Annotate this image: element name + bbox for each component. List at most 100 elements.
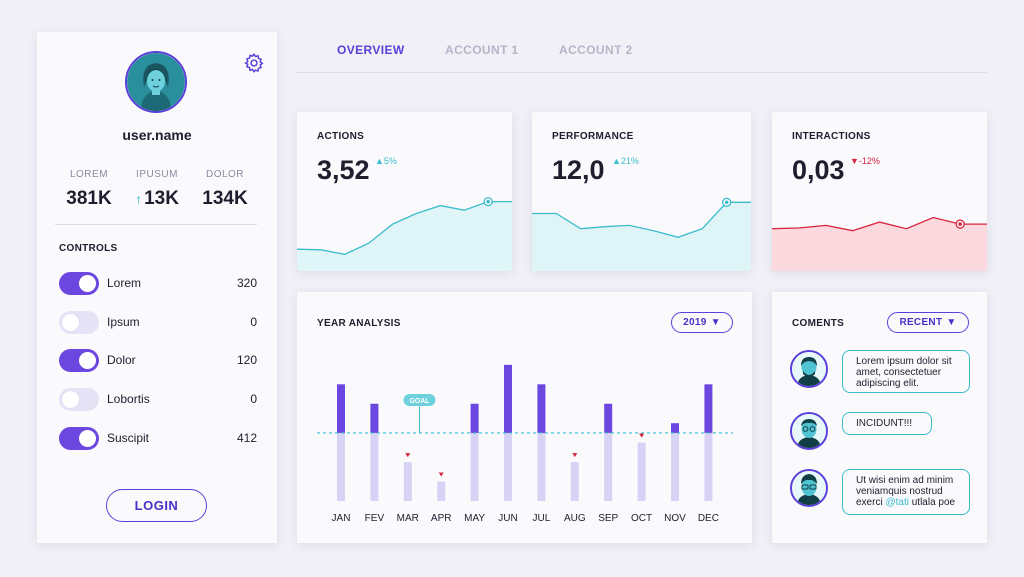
sparkline-area	[532, 202, 751, 271]
comment-bubble: Lorem ipsum dolor sit amet, consectetuer…	[842, 350, 970, 393]
control-row-dolor: Dolor 120	[59, 348, 257, 374]
control-value: 0	[250, 315, 257, 329]
stat-value: 381K	[54, 188, 124, 210]
divider	[55, 224, 257, 225]
bar-base[interactable]	[704, 433, 712, 501]
bar-above-goal[interactable]	[604, 404, 612, 433]
sparkline-marker-dot	[958, 222, 962, 226]
comment-text: utlala poe	[909, 497, 955, 508]
month-tick-label: MAR	[397, 513, 419, 524]
panel-title: COMENTS	[792, 318, 844, 329]
bar-base[interactable]	[671, 433, 679, 501]
control-label: Lorem	[107, 276, 141, 290]
stat-lorem: LOREM 381K	[54, 169, 124, 210]
month-tick-label: OCT	[631, 513, 652, 524]
month-tick-label: DEC	[698, 513, 719, 524]
kpi-card-interactions: INTERACTIONS 0,03 ▼-12%	[772, 112, 987, 271]
below-goal-marker	[405, 453, 410, 457]
month-tick-label: FEV	[365, 513, 385, 524]
kpi-change-down: ▼-12%	[850, 156, 880, 166]
gear-icon[interactable]	[243, 52, 265, 74]
bar-below-goal[interactable]	[571, 462, 579, 501]
control-value: 0	[250, 392, 257, 406]
below-goal-marker	[572, 453, 577, 457]
comment-mention[interactable]: @tati	[885, 497, 909, 508]
kpi-value: 12,0	[552, 155, 605, 186]
username: user.name	[37, 127, 277, 143]
stat-dolor: DOLOR 134K	[190, 169, 260, 210]
bar-base[interactable]	[537, 433, 545, 501]
control-value: 320	[237, 276, 257, 290]
kpi-card-actions: ACTIONS 3,52 ▲5%	[297, 112, 512, 271]
bar-below-goal[interactable]	[437, 482, 445, 501]
tab-account-2[interactable]: ACCOUNT 2	[559, 43, 633, 57]
control-value: 120	[237, 353, 257, 367]
bar-base[interactable]	[471, 433, 479, 501]
controls-title: CONTROLS	[59, 243, 118, 254]
month-tick-label: SEP	[598, 513, 618, 524]
stat-ipusum: IPUSUM ↑ 13K	[122, 169, 192, 210]
tab-account-1[interactable]: ACCOUNT 1	[445, 43, 519, 57]
kpi-title: ACTIONS	[317, 131, 364, 142]
month-tick-label: AUG	[564, 513, 586, 524]
kpi-card-performance: PERFORMANCE 12,0 ▲21%	[532, 112, 751, 271]
toggle-ipsum[interactable]	[59, 311, 99, 334]
sort-recent-button[interactable]: RECENT ▼	[887, 312, 969, 333]
bar-below-goal[interactable]	[638, 443, 646, 501]
stat-number: 13K	[144, 188, 179, 209]
sparkline-marker-dot	[725, 201, 729, 205]
comment-bubble: Ut wisi enim ad minim veniamquis nostrud…	[842, 469, 970, 515]
stat-value: 134K	[190, 188, 260, 210]
stat-label: IPUSUM	[122, 169, 192, 180]
goal-label: GOAL	[409, 398, 430, 405]
sort-label: RECENT	[899, 317, 942, 328]
bar-base[interactable]	[370, 433, 378, 501]
toggle-lobortis[interactable]	[59, 388, 99, 411]
bar-base[interactable]	[604, 433, 612, 501]
bar-above-goal[interactable]	[337, 384, 345, 433]
kpi-title: PERFORMANCE	[552, 131, 634, 142]
commenter-avatar[interactable]	[790, 412, 828, 450]
toggle-suscipit[interactable]	[59, 427, 99, 450]
bar-below-goal[interactable]	[404, 462, 412, 501]
commenter-avatar[interactable]	[790, 469, 828, 507]
control-label: Dolor	[107, 353, 136, 367]
comments-panel: COMENTS RECENT ▼ Lorem ipsum dolor sit am…	[772, 292, 987, 543]
avatar-illustration	[127, 53, 185, 111]
control-label: Ipsum	[107, 315, 140, 329]
stat-value: ↑ 13K	[122, 188, 192, 210]
commenter-avatar[interactable]	[790, 350, 828, 388]
avatar-illustration	[792, 352, 826, 386]
avatar-illustration	[792, 414, 826, 448]
below-goal-marker	[439, 473, 444, 477]
kpi-change-up: ▲21%	[612, 156, 639, 166]
month-tick-label: JUN	[498, 513, 517, 524]
sparkline-area	[772, 218, 987, 272]
bar-above-goal[interactable]	[671, 423, 679, 433]
toggle-lorem[interactable]	[59, 272, 99, 295]
bar-above-goal[interactable]	[537, 384, 545, 433]
tab-overview[interactable]: OVERVIEW	[337, 43, 405, 57]
month-tick-label: NOV	[664, 513, 686, 524]
toggle-dolor[interactable]	[59, 349, 99, 372]
avatar-illustration	[792, 471, 826, 505]
bar-base[interactable]	[337, 433, 345, 501]
sparkline-area	[297, 202, 512, 271]
bar-above-goal[interactable]	[704, 384, 712, 433]
sparkline-interactions	[772, 191, 987, 271]
bar-above-goal[interactable]	[504, 365, 512, 433]
comment-bubble: INCIDUNT!!!	[842, 412, 932, 435]
month-tick-label: APR	[431, 513, 452, 524]
control-label: Suscipit	[107, 431, 149, 445]
kpi-value: 0,03	[792, 155, 845, 186]
kpi-title: INTERACTIONS	[792, 131, 871, 142]
login-button[interactable]: LOGIN	[106, 489, 207, 522]
year-analysis-panel: YEAR ANALYSIS 2019 ▼ JAN FEV MAR APR MAY JUN JU…	[297, 292, 752, 543]
profile-sidebar: user.name LOREM 381K IPUSUM ↑ 13K DOLOR 1…	[37, 32, 277, 543]
control-row-lorem: Lorem 320	[59, 271, 257, 297]
bar-base[interactable]	[504, 433, 512, 501]
user-avatar[interactable]	[125, 51, 187, 113]
arrow-up-icon: ↑	[135, 191, 142, 207]
bar-above-goal[interactable]	[471, 404, 479, 433]
bar-above-goal[interactable]	[370, 404, 378, 433]
